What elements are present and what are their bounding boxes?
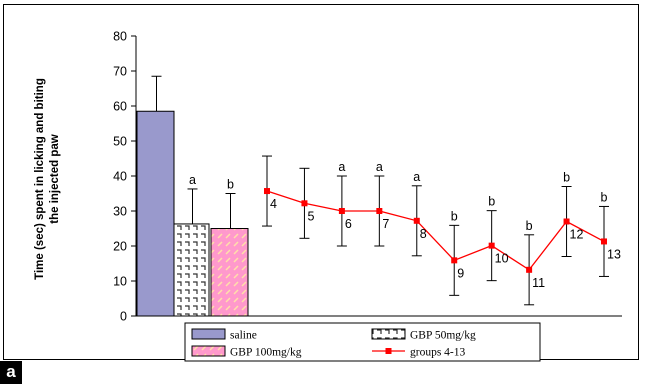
y-tick-label: 40	[113, 170, 127, 184]
legend-swatch-marker	[385, 348, 392, 354]
y-tick-label: 70	[113, 65, 127, 79]
legend-label: GBP 50mg/kg	[410, 330, 476, 342]
point-label: 13	[607, 247, 621, 261]
data-point	[413, 217, 420, 224]
legend-swatch	[191, 328, 226, 340]
point-label: 8	[420, 227, 427, 241]
legend-box	[184, 322, 541, 362]
significance-label: b	[601, 190, 608, 204]
y-tick-label: 60	[113, 100, 127, 114]
significance-label: a	[413, 170, 420, 184]
point-label: 9	[457, 266, 464, 280]
bar	[173, 223, 210, 317]
legend-swatch	[191, 345, 226, 357]
data-point	[264, 188, 270, 195]
point-label: 11	[532, 276, 545, 290]
data-point	[526, 266, 533, 273]
significance-label: b	[227, 178, 234, 192]
significance-label: b	[563, 171, 570, 185]
significance-label: b	[451, 209, 458, 223]
axes: 0 10 20 30 40 50 60 70 80	[113, 30, 622, 324]
point-label: 10	[495, 252, 509, 266]
bar	[136, 110, 175, 317]
y-tick-label: 50	[113, 135, 127, 149]
point-label: 4	[270, 197, 277, 211]
y-tick-label: 30	[113, 205, 127, 219]
y-tick-label: 20	[113, 240, 127, 254]
significance-label: b	[488, 195, 495, 209]
panel-label: a	[0, 361, 22, 384]
significance-label: a	[338, 160, 345, 174]
y-tick-label: 80	[113, 30, 127, 44]
data-point	[301, 200, 308, 207]
data-point	[376, 208, 383, 214]
legend-label: groups 4-13	[410, 347, 466, 359]
data-point	[563, 218, 570, 225]
data-point	[451, 257, 458, 264]
significance-label: a	[189, 173, 196, 187]
legend: saline GBP 50mg/kg GBP 100mg/kg groups 4-13	[184, 322, 541, 362]
series-line	[266, 190, 605, 271]
legend-swatch	[371, 328, 406, 340]
point-label: 6	[345, 217, 352, 231]
point-label: 12	[570, 228, 584, 242]
point-label: 7	[382, 217, 389, 231]
data-point	[488, 242, 495, 249]
y-tick-label: 10	[113, 275, 127, 289]
legend-label: GBP 100mg/kg	[230, 347, 302, 359]
point-label: 5	[307, 209, 314, 223]
significance-label: a	[376, 160, 383, 174]
y-tick-label: 0	[120, 310, 127, 324]
significance-label: b	[526, 219, 533, 233]
legend-label: saline	[230, 330, 257, 342]
bar	[210, 228, 249, 317]
data-point	[601, 238, 607, 245]
line-series: 4 5 6 a 7 a 8 a 9 b 10 b 11 b 12 b 13 b	[262, 155, 621, 306]
data-point	[338, 208, 345, 214]
